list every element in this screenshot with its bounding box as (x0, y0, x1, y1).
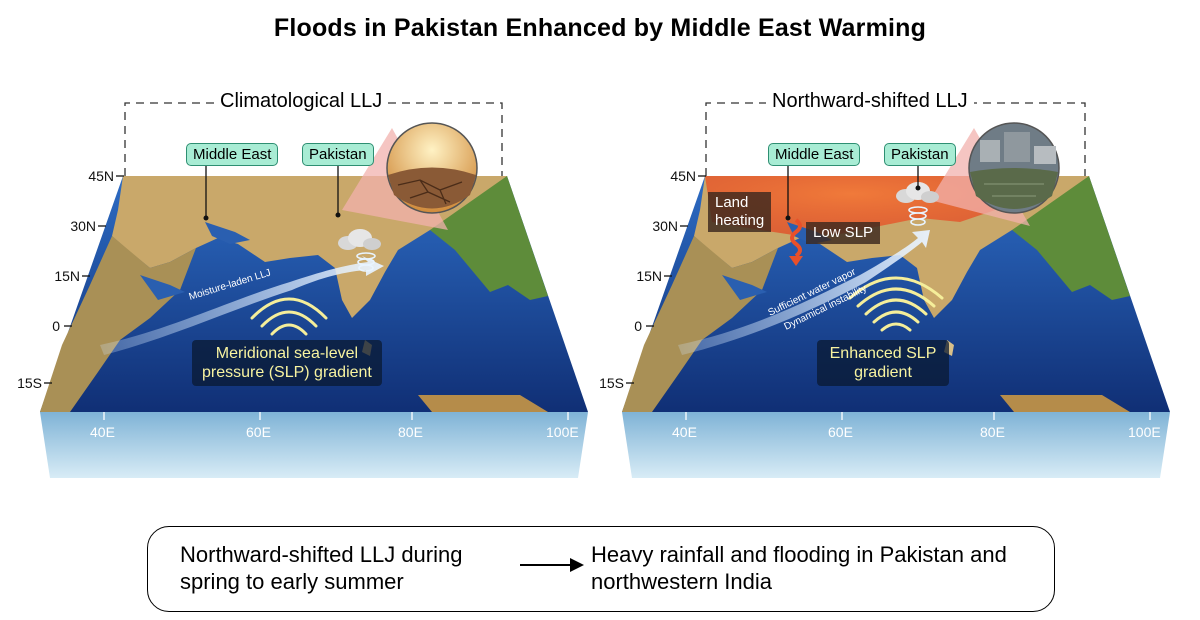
southeast-asia-land (430, 176, 548, 300)
low-slp-arrow-icon (790, 218, 802, 258)
land-heating-label: Land heating (708, 192, 772, 232)
middle-east-label: Middle East (768, 143, 861, 166)
lat-tick-label: 45N (670, 168, 696, 184)
map-box-side (622, 412, 1170, 478)
slp-gradient-label: Meridional sea-level pressure (SLP) grad… (192, 340, 382, 386)
lon-tick-label: 80E (398, 424, 423, 440)
australia-edge (1000, 395, 1130, 412)
enhanced-slp-gradient-label: Enhanced SLP gradient (817, 340, 949, 386)
slp-gradient-arcs-icon (848, 276, 944, 332)
lat-tick-label: 15S (17, 375, 42, 391)
panel-climatological: Moisture-laden LLJ Climatological LLJ Mi… (0, 0, 600, 500)
africa-land (40, 236, 196, 412)
summary-cause: Northward-shifted LLJ during spring to e… (180, 542, 463, 594)
lon-tick-label: 60E (246, 424, 271, 440)
panel-title: Northward-shifted LLJ (766, 90, 974, 113)
gulf-of-aden (722, 275, 767, 300)
lat-tick-label: 15N (636, 268, 662, 284)
lon-tick-label: 40E (90, 424, 115, 440)
cyclone-swirl-icon (908, 206, 928, 226)
summary-box: Northward-shifted LLJ during spring to e… (147, 526, 1055, 612)
cyclone-swirl-icon (356, 252, 376, 272)
pakistan-label: Pakistan (884, 143, 956, 166)
latitude-ticks (44, 175, 124, 384)
lat-tick-label: 0 (52, 318, 60, 334)
pakistan-label: Pakistan (302, 143, 374, 166)
lat-tick-label: 45N (88, 168, 114, 184)
gulf-of-aden (140, 275, 185, 300)
map-box-side (40, 412, 588, 478)
summary-effect: Heavy rainfall and flooding in Pakistan … (591, 542, 1007, 594)
shifted-llj-arrow (678, 230, 930, 355)
australia-edge (418, 395, 548, 412)
moisture-laden-llj-arrow (100, 256, 384, 355)
rain-cloud-icon (338, 229, 381, 250)
panel-title: Climatological LLJ (214, 90, 389, 113)
northward-shifted-map-illustration: Sufficient water vapor Dynamical instabi… (622, 102, 1170, 478)
lat-tick-label: 30N (70, 218, 96, 234)
right-arrow-icon (520, 558, 584, 572)
lon-tick-label: 100E (1128, 424, 1161, 440)
lon-tick-label: 100E (546, 424, 579, 440)
latitude-ticks (626, 175, 706, 384)
low-slp-label: Low SLP (806, 222, 881, 244)
southeast-asia-land (1012, 176, 1130, 300)
lon-tick-label: 80E (980, 424, 1005, 440)
lat-tick-label: 0 (634, 318, 642, 334)
lon-tick-label: 40E (672, 424, 697, 440)
flooded-town-icon (968, 122, 1060, 214)
rain-cloud-icon (896, 182, 939, 203)
lat-tick-label: 15S (599, 375, 624, 391)
slp-gradient-arcs-icon (250, 297, 328, 336)
figure-title: Floods in Pakistan Enhanced by Middle Ea… (273, 14, 927, 42)
persian-gulf (205, 222, 250, 244)
dry-cracked-earth-icon (386, 122, 478, 214)
climatological-map-illustration: Moisture-laden LLJ (40, 102, 588, 478)
longitude-ticks (685, 412, 1151, 420)
panel-northward-shifted: Sufficient water vapor Dynamical instabi… (599, 0, 1200, 500)
longitude-ticks (103, 412, 569, 420)
lon-tick-label: 60E (828, 424, 853, 440)
lat-tick-label: 15N (54, 268, 80, 284)
lat-tick-label: 30N (652, 218, 678, 234)
africa-land (622, 236, 778, 412)
middle-east-label: Middle East (186, 143, 279, 166)
